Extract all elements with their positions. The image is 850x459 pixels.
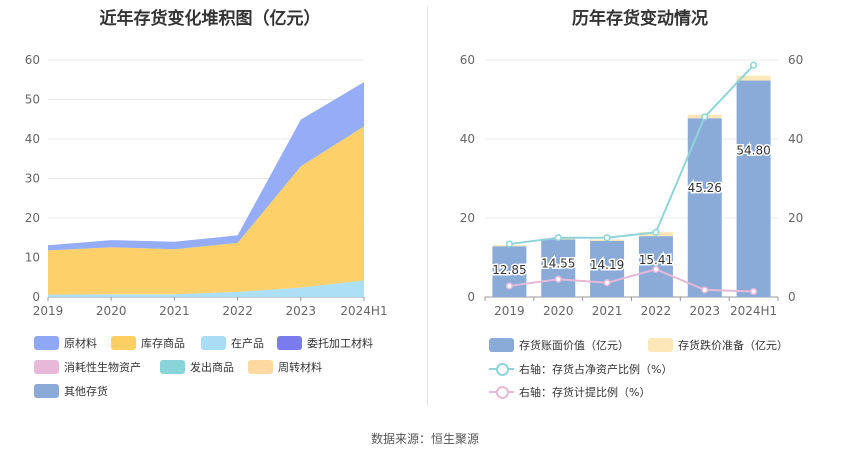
legend-item[interactable]: 右轴：存货占净资产比例（%） xyxy=(489,361,672,377)
right-y-tick-label: 60 xyxy=(460,53,475,67)
area-series-在产品 xyxy=(48,280,364,297)
legend-item[interactable]: 发出商品 xyxy=(160,359,234,375)
legend-item[interactable]: 存货账面价值（亿元） xyxy=(489,337,629,353)
line-point xyxy=(701,113,709,121)
data-source-note: 数据来源：恒生聚源 xyxy=(370,432,479,446)
line-point xyxy=(554,275,562,283)
right-chart-title: 历年存货变动情况 xyxy=(572,9,708,29)
right-x-tick-label: 2023 xyxy=(689,304,720,318)
legend-item[interactable]: 库存商品 xyxy=(111,335,185,351)
legend-label: 库存商品 xyxy=(141,337,185,350)
right-x-tick-label: 2021 xyxy=(592,304,623,318)
area-series-原材料 xyxy=(48,82,364,251)
legend-item[interactable]: 原材料 xyxy=(34,335,97,351)
legend-item[interactable]: 右轴：存货计提比例（%） xyxy=(489,384,650,400)
right-y2-tick-label: 0 xyxy=(788,290,796,304)
bar-book-value xyxy=(541,239,576,297)
right-x-tick-label: 2019 xyxy=(494,304,525,318)
bar-data-label: 45.26 xyxy=(688,181,722,195)
right-x-tick-label: 2022 xyxy=(641,304,672,318)
line-point xyxy=(505,240,514,248)
area-series-库存商品 xyxy=(48,126,364,295)
line-point xyxy=(505,282,514,290)
bar-book-value xyxy=(687,118,722,298)
left-y-tick-label: 50 xyxy=(25,93,40,107)
legend-label: 发出商品 xyxy=(190,361,234,374)
legend-label: 消耗性生物资产 xyxy=(64,361,141,374)
legend-label: 右轴：存货计提比例（%） xyxy=(519,386,651,399)
line-point xyxy=(603,234,611,242)
bar-book-value xyxy=(590,240,625,297)
right-x-tick-label: 2024H1 xyxy=(730,304,777,318)
right-x-tick-label: 2020 xyxy=(543,304,574,318)
right-y2-tick-label: 40 xyxy=(788,132,803,146)
legend-label: 委托加工材料 xyxy=(307,337,373,350)
left-y-tick-label: 0 xyxy=(32,290,40,304)
legend-swatch xyxy=(34,384,59,398)
legend-swatch xyxy=(248,360,273,374)
legend-swatch xyxy=(34,360,59,374)
left-x-tick-label: 2022 xyxy=(222,304,253,318)
left-y-tick-label: 60 xyxy=(25,53,40,67)
legend-label: 右轴：存货占净资产比例（%） xyxy=(519,363,673,376)
legend-item[interactable]: 其他存货 xyxy=(34,383,108,399)
bar-data-label: 15.41 xyxy=(639,253,673,267)
legend-swatch xyxy=(34,336,59,350)
bar-data-label: 14.19 xyxy=(590,258,624,272)
right-y-tick-label: 0 xyxy=(467,290,475,304)
legend-swatch xyxy=(111,336,136,350)
legend-label: 存货跌价准备（亿元） xyxy=(678,339,788,352)
legend-swatch xyxy=(489,338,514,352)
left-y-tick-label: 30 xyxy=(25,172,40,186)
legend-swatch xyxy=(201,336,226,350)
legend-item[interactable]: 消耗性生物资产 xyxy=(34,359,141,375)
legend-line-marker xyxy=(489,385,514,399)
left-y-tick-label: 10 xyxy=(25,251,40,265)
right-y2-tick-label: 60 xyxy=(788,53,803,67)
left-x-tick-label: 2023 xyxy=(286,304,317,318)
legend-swatch xyxy=(277,336,302,350)
line-point xyxy=(701,286,709,294)
bar-book-value xyxy=(736,80,771,297)
right-y2-tick-label: 20 xyxy=(788,211,803,225)
legend-label: 周转材料 xyxy=(278,361,322,374)
chart-divider xyxy=(427,6,428,406)
bar-data-label: 12.85 xyxy=(492,263,526,277)
left-y-tick-label: 40 xyxy=(25,132,40,146)
line-point xyxy=(749,61,758,69)
right-y-tick-label: 40 xyxy=(460,132,475,146)
line-point xyxy=(554,234,562,242)
bar-data-label: 14.55 xyxy=(541,257,575,271)
left-x-tick-label: 2024H1 xyxy=(340,304,387,318)
left-chart-title: 近年存货变化堆积图（亿元） xyxy=(99,9,321,29)
line-series-1 xyxy=(509,268,754,293)
line-series-0 xyxy=(509,64,755,246)
legend-label: 存货账面价值（亿元） xyxy=(519,339,629,352)
left-x-tick-label: 2020 xyxy=(96,304,127,318)
line-point xyxy=(603,279,611,287)
line-point xyxy=(652,265,660,273)
legend-item[interactable]: 存货跌价准备（亿元） xyxy=(648,337,788,353)
legend-swatch xyxy=(648,338,673,352)
bar-impairment-reserve xyxy=(736,75,771,81)
legend-item[interactable]: 委托加工材料 xyxy=(277,335,373,351)
line-point xyxy=(652,228,660,236)
legend-label: 原材料 xyxy=(64,337,97,350)
legend-line-marker xyxy=(489,362,514,376)
left-x-tick-label: 2019 xyxy=(33,304,64,318)
left-y-tick-label: 20 xyxy=(25,211,40,225)
legend-label: 在产品 xyxy=(231,337,264,350)
bar-data-label: 54.80 xyxy=(736,144,770,158)
legend-label: 其他存货 xyxy=(64,385,108,398)
legend-swatch xyxy=(160,360,185,374)
right-y-tick-label: 20 xyxy=(460,211,475,225)
line-point xyxy=(749,287,758,296)
legend-item[interactable]: 周转材料 xyxy=(248,359,322,375)
left-x-tick-label: 2021 xyxy=(159,304,190,318)
legend-item[interactable]: 在产品 xyxy=(201,335,264,351)
